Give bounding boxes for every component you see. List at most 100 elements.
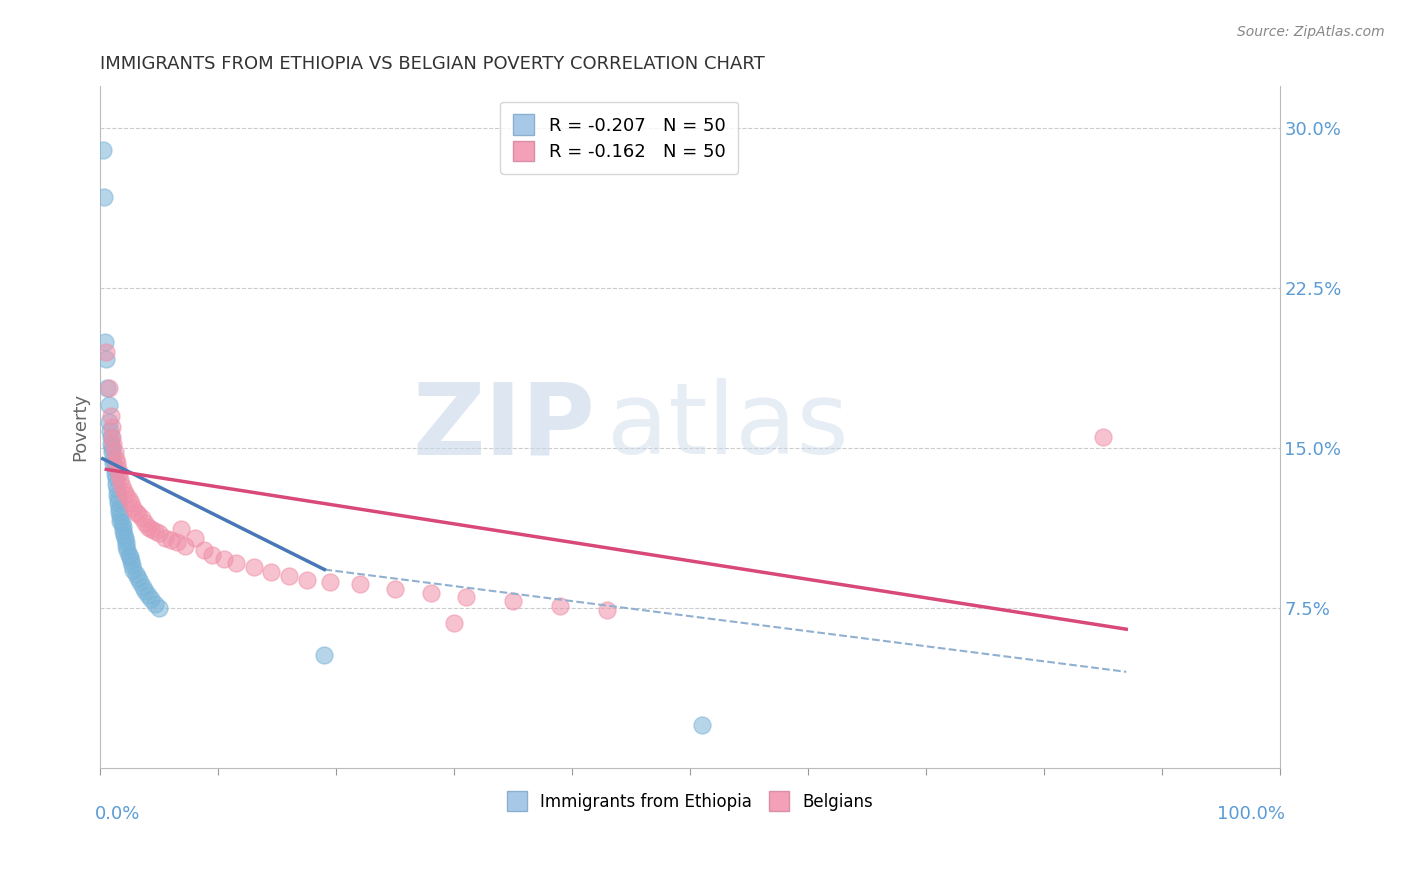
Point xyxy=(132,580,155,594)
Point xyxy=(384,582,406,596)
Point xyxy=(419,586,441,600)
Point xyxy=(110,479,132,493)
Text: ZIP: ZIP xyxy=(413,378,596,475)
Point xyxy=(111,520,134,534)
Point xyxy=(103,467,125,481)
Point xyxy=(295,573,318,587)
Text: Source: ZipAtlas.com: Source: ZipAtlas.com xyxy=(1237,25,1385,39)
Point xyxy=(143,597,166,611)
Point xyxy=(134,516,156,530)
Point xyxy=(118,548,141,562)
Point xyxy=(122,562,145,576)
Point xyxy=(94,334,117,349)
Point xyxy=(143,524,166,538)
Point xyxy=(260,565,283,579)
Point xyxy=(596,603,619,617)
Y-axis label: Poverty: Poverty xyxy=(72,392,89,461)
Point xyxy=(97,399,120,413)
Point xyxy=(148,526,170,541)
Point xyxy=(107,496,129,510)
Point xyxy=(105,482,128,496)
Point xyxy=(502,594,524,608)
Point xyxy=(104,471,127,485)
Point xyxy=(101,441,124,455)
Point xyxy=(278,569,301,583)
Point xyxy=(117,543,139,558)
Point xyxy=(136,588,159,602)
Point xyxy=(125,566,148,581)
Point xyxy=(97,416,120,430)
Point xyxy=(139,522,162,536)
Point xyxy=(112,528,135,542)
Point xyxy=(129,575,152,590)
Point xyxy=(110,516,132,530)
Point xyxy=(1091,430,1114,444)
Point xyxy=(118,549,141,564)
Point xyxy=(104,451,127,466)
Point xyxy=(101,430,124,444)
Legend: Immigrants from Ethiopia, Belgians: Immigrants from Ethiopia, Belgians xyxy=(501,785,880,817)
Point xyxy=(97,381,120,395)
Point xyxy=(100,430,122,444)
Point xyxy=(121,558,143,573)
Point xyxy=(108,467,131,481)
Point xyxy=(118,492,141,507)
Point xyxy=(166,534,188,549)
Point xyxy=(91,143,114,157)
Point xyxy=(548,599,571,613)
Point xyxy=(96,381,118,395)
Point xyxy=(120,496,142,510)
Point xyxy=(111,524,134,538)
Point xyxy=(115,534,138,549)
Point xyxy=(169,522,191,536)
Point xyxy=(225,556,247,570)
Point xyxy=(108,505,131,519)
Point xyxy=(193,543,215,558)
Point xyxy=(103,445,125,459)
Point xyxy=(112,483,135,498)
Point xyxy=(105,488,128,502)
Point xyxy=(101,445,124,459)
Point xyxy=(136,520,159,534)
Point xyxy=(114,531,136,545)
Point xyxy=(100,409,122,423)
Point xyxy=(242,560,264,574)
Point xyxy=(201,548,224,562)
Point xyxy=(134,583,156,598)
Text: 100.0%: 100.0% xyxy=(1218,805,1285,823)
Point xyxy=(160,533,183,547)
Point xyxy=(98,424,121,438)
Point xyxy=(131,511,153,525)
Point xyxy=(103,451,125,466)
Point xyxy=(107,462,129,476)
Point xyxy=(139,592,162,607)
Point xyxy=(122,500,145,515)
Point xyxy=(110,473,132,487)
Point xyxy=(96,345,118,359)
Point xyxy=(155,531,177,545)
Point xyxy=(115,488,138,502)
Point xyxy=(115,539,138,553)
Text: atlas: atlas xyxy=(607,378,849,475)
Point xyxy=(93,189,115,203)
Point xyxy=(105,456,128,470)
Point xyxy=(349,577,371,591)
Point xyxy=(120,554,142,568)
Point xyxy=(443,615,465,630)
Point xyxy=(148,600,170,615)
Point xyxy=(107,492,129,507)
Point xyxy=(103,456,125,470)
Point xyxy=(104,477,127,491)
Point xyxy=(314,648,336,662)
Point xyxy=(183,531,205,545)
Point xyxy=(690,718,713,732)
Point xyxy=(103,437,125,451)
Text: IMMIGRANTS FROM ETHIOPIA VS BELGIAN POVERTY CORRELATION CHART: IMMIGRANTS FROM ETHIOPIA VS BELGIAN POVE… xyxy=(100,55,765,73)
Point xyxy=(319,575,342,590)
Point xyxy=(127,571,149,585)
Point xyxy=(212,552,235,566)
Point xyxy=(100,437,122,451)
Point xyxy=(127,507,149,521)
Text: 0.0%: 0.0% xyxy=(94,805,139,823)
Point xyxy=(96,351,118,366)
